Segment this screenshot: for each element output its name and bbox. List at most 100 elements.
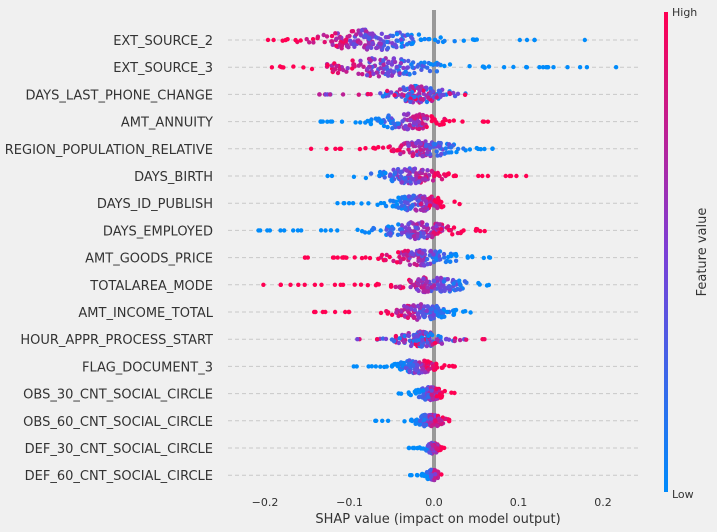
shap-point xyxy=(418,96,424,102)
shap-point xyxy=(358,32,363,37)
shap-point xyxy=(381,201,387,206)
shap-point xyxy=(398,170,403,175)
shap-point xyxy=(296,282,301,287)
shap-point xyxy=(428,315,433,320)
shap-point xyxy=(415,278,421,283)
shap-point xyxy=(302,282,307,287)
shap-point xyxy=(323,309,328,315)
shap-point xyxy=(551,65,556,70)
shap-point xyxy=(427,253,433,258)
shap-point xyxy=(406,147,411,152)
shap-point xyxy=(432,198,437,203)
shap-point xyxy=(381,123,387,129)
shap-point xyxy=(385,124,390,130)
shap-point xyxy=(403,97,408,103)
shap-point xyxy=(396,195,401,200)
x-tick-label: 0.1 xyxy=(510,496,528,509)
shap-point xyxy=(371,225,376,231)
shap-point xyxy=(394,310,399,315)
shap-point xyxy=(405,315,411,320)
shap-point xyxy=(357,146,363,152)
shap-point xyxy=(366,56,372,62)
shap-point xyxy=(420,112,426,118)
shap-point xyxy=(482,228,487,234)
shap-point xyxy=(386,34,391,40)
shap-point xyxy=(373,418,378,423)
shap-point xyxy=(380,145,386,150)
shap-point xyxy=(415,64,420,69)
shap-point xyxy=(393,170,398,175)
shap-point xyxy=(403,365,408,371)
shap-point xyxy=(339,119,345,124)
shap-point xyxy=(354,32,359,37)
shap-point xyxy=(410,40,415,46)
shap-point xyxy=(524,173,529,179)
shap-point xyxy=(425,227,430,232)
shap-point xyxy=(448,228,453,233)
shap-point xyxy=(363,146,368,151)
shap-point xyxy=(432,340,438,346)
shap-point xyxy=(434,394,439,399)
shap-point xyxy=(308,146,314,151)
colorbar-title: Feature value xyxy=(695,208,710,297)
shap-point xyxy=(451,90,456,96)
shap-point xyxy=(430,443,435,448)
shap-point xyxy=(388,282,394,288)
shap-point xyxy=(507,173,512,179)
shap-point xyxy=(391,69,397,74)
shap-point xyxy=(398,360,404,365)
shap-point xyxy=(384,64,389,70)
shap-point xyxy=(342,201,347,206)
shap-point xyxy=(339,43,345,48)
shap-point xyxy=(324,146,329,151)
shap-point xyxy=(453,173,458,178)
shap-point xyxy=(415,234,420,239)
shap-point xyxy=(356,63,361,68)
shap-point xyxy=(450,363,455,369)
shap-point xyxy=(450,232,455,237)
shap-point xyxy=(391,120,396,126)
shap-point xyxy=(421,276,426,281)
shap-point xyxy=(357,40,363,46)
shap-point xyxy=(419,414,424,419)
shap-point xyxy=(299,228,304,233)
shap-point xyxy=(416,315,422,320)
shap-point xyxy=(368,121,374,127)
shap-point xyxy=(420,251,425,256)
shap-point xyxy=(366,201,371,206)
shap-point xyxy=(403,207,408,212)
shap-point xyxy=(446,172,451,177)
shap-point xyxy=(447,119,452,124)
shap-point xyxy=(398,258,403,263)
shap-point xyxy=(425,443,431,448)
shap-point xyxy=(480,337,485,342)
shap-point xyxy=(404,42,410,47)
feature-row-points xyxy=(256,220,487,242)
shap-point xyxy=(452,310,457,315)
shap-point xyxy=(465,254,470,259)
shap-point xyxy=(415,85,420,91)
shap-point xyxy=(373,364,378,369)
shap-point xyxy=(366,41,371,46)
shap-point xyxy=(371,145,376,151)
shap-point xyxy=(443,146,448,151)
shap-point xyxy=(442,172,447,177)
shap-point xyxy=(442,445,447,451)
feature-row-points xyxy=(302,248,493,268)
shap-point xyxy=(428,61,433,67)
shap-point xyxy=(399,92,405,97)
shap-point xyxy=(355,227,360,232)
shap-point xyxy=(271,37,276,43)
shap-point xyxy=(425,65,430,70)
shap-point xyxy=(378,228,383,233)
shap-point xyxy=(409,342,414,347)
shap-point xyxy=(439,205,444,210)
feature-label: HOUR_APPR_PROCESS_START xyxy=(20,333,213,348)
shap-point xyxy=(403,69,408,74)
shap-point xyxy=(358,58,363,63)
shap-point xyxy=(436,61,441,67)
colorbar-low-label: Low xyxy=(672,488,694,501)
shap-point xyxy=(439,341,445,346)
shap-point xyxy=(381,58,386,63)
shap-point xyxy=(398,61,404,66)
